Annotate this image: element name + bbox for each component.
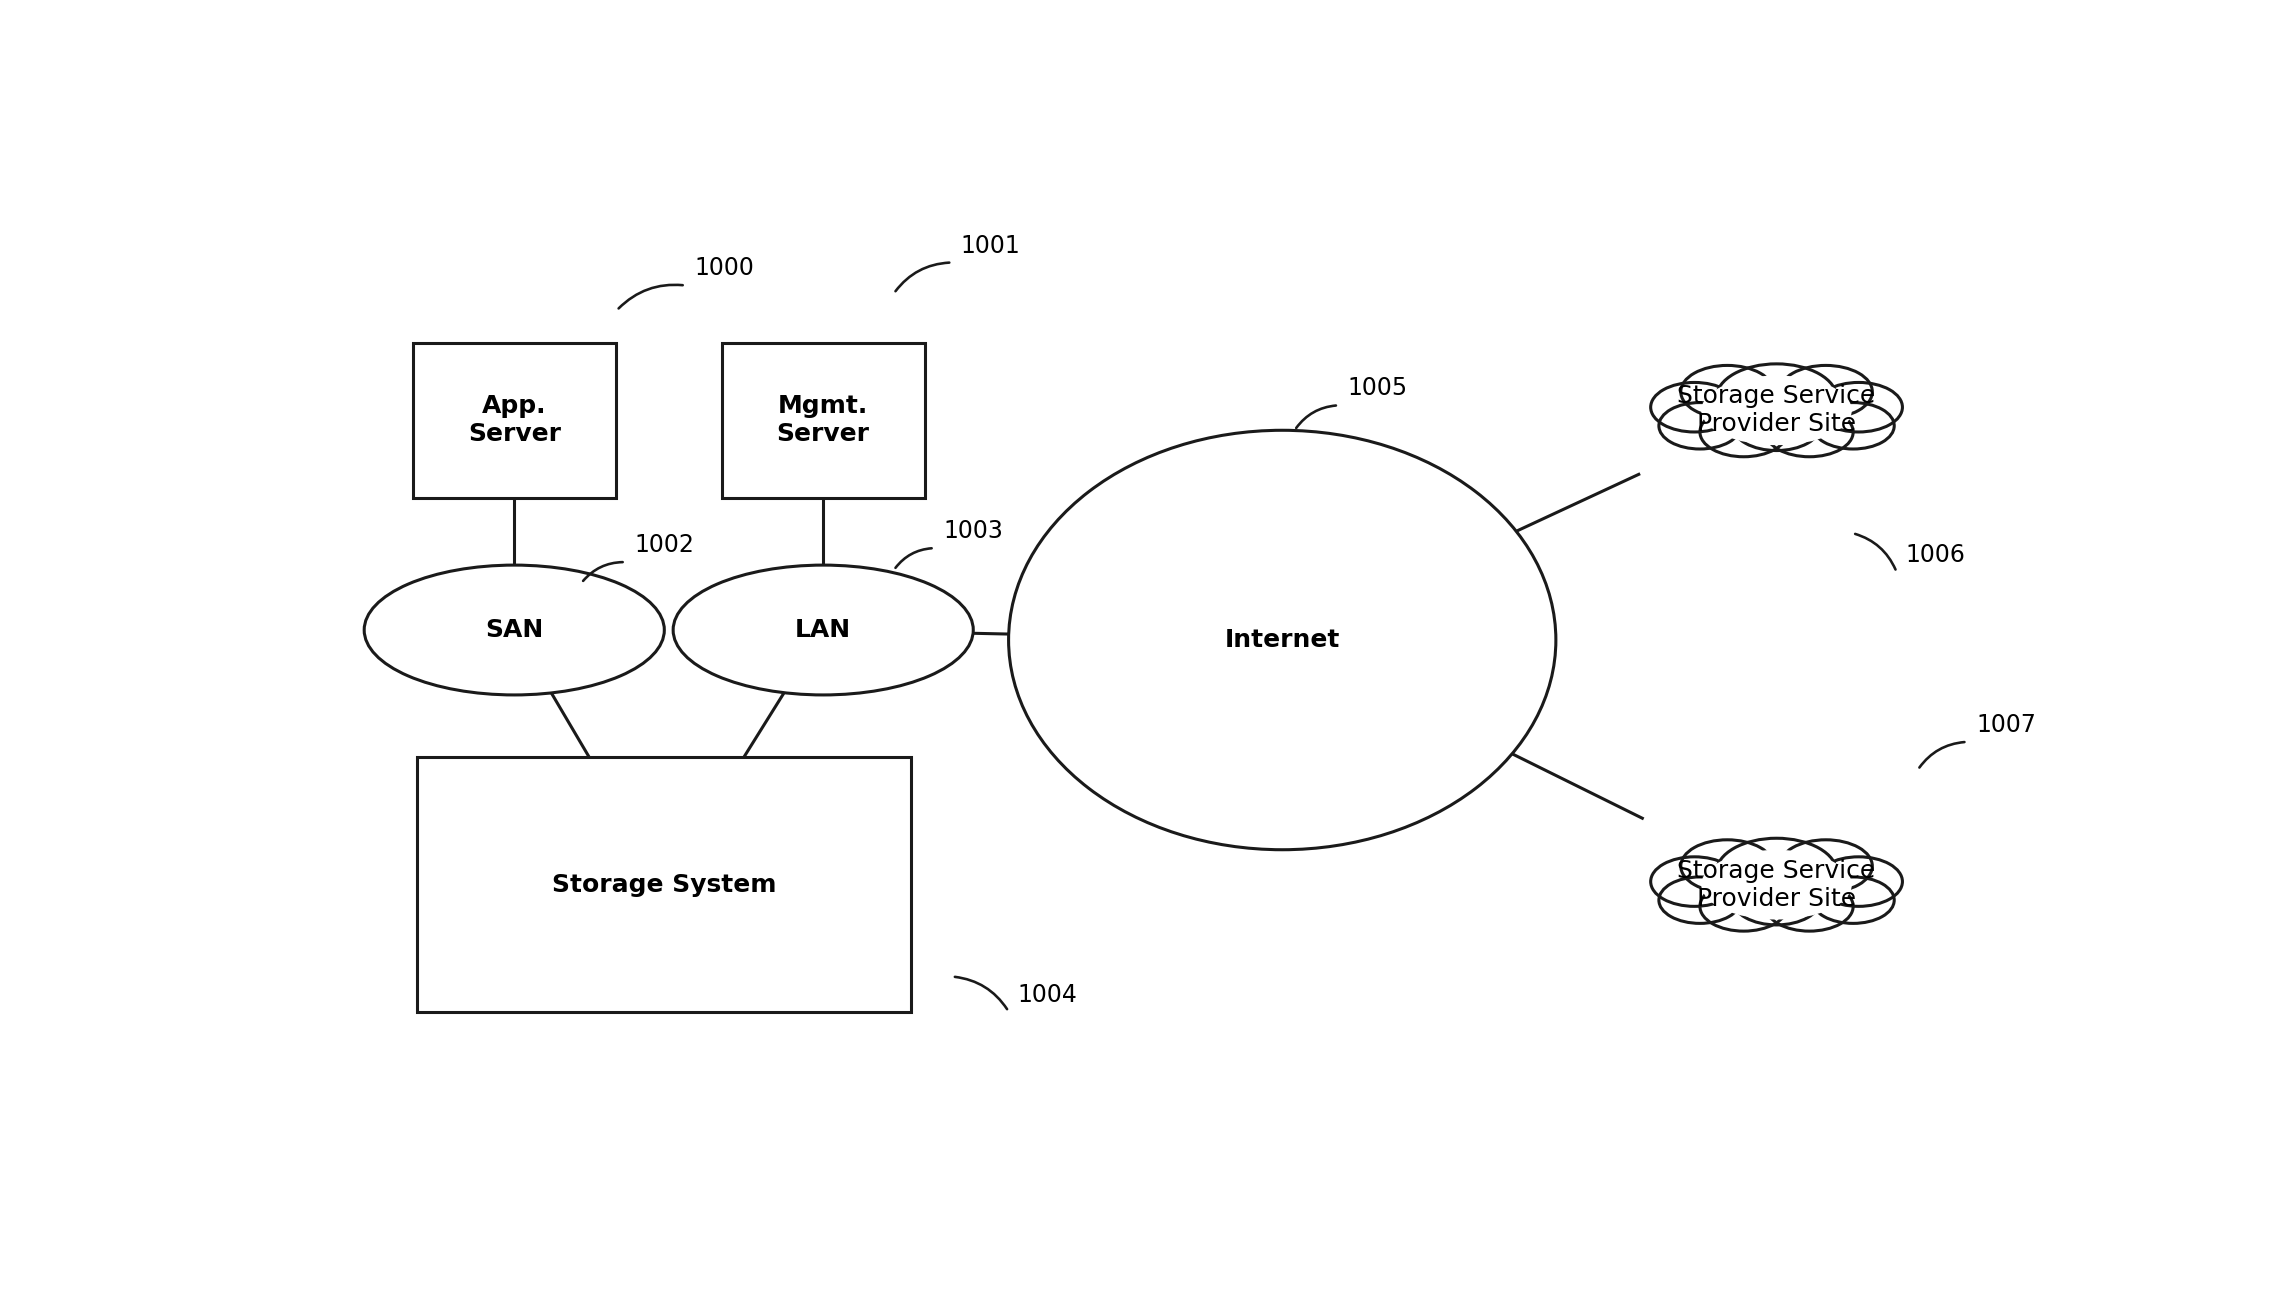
Text: 1005: 1005	[1349, 376, 1408, 401]
Text: Storage Service
Provider Site: Storage Service Provider Site	[1677, 859, 1875, 910]
Circle shape	[1658, 877, 1740, 923]
Ellipse shape	[364, 565, 665, 695]
Circle shape	[1816, 383, 1902, 432]
Ellipse shape	[1009, 431, 1556, 850]
Circle shape	[1699, 882, 1788, 931]
Text: 1002: 1002	[633, 533, 695, 558]
Circle shape	[1765, 407, 1854, 457]
Circle shape	[1734, 875, 1820, 925]
Circle shape	[1681, 839, 1775, 892]
Text: Mgmt.
Server: Mgmt. Server	[777, 394, 870, 446]
Ellipse shape	[1702, 850, 1852, 920]
Circle shape	[1734, 401, 1820, 450]
Text: Internet: Internet	[1226, 628, 1339, 652]
Circle shape	[1652, 857, 1738, 907]
Circle shape	[1779, 366, 1873, 418]
Circle shape	[1765, 882, 1854, 931]
Circle shape	[1699, 407, 1788, 457]
FancyBboxPatch shape	[417, 757, 911, 1012]
FancyBboxPatch shape	[722, 342, 925, 498]
Text: SAN: SAN	[485, 617, 544, 642]
Circle shape	[1715, 838, 1836, 907]
Text: App.
Server: App. Server	[467, 394, 560, 446]
Circle shape	[1715, 364, 1836, 432]
Circle shape	[1816, 857, 1902, 907]
FancyBboxPatch shape	[412, 342, 615, 498]
Text: 1003: 1003	[943, 519, 1002, 543]
Text: 1001: 1001	[961, 233, 1021, 258]
Circle shape	[1681, 366, 1775, 418]
Text: 1006: 1006	[1904, 543, 1966, 567]
Circle shape	[1658, 402, 1740, 449]
Circle shape	[1779, 839, 1873, 892]
Ellipse shape	[1702, 375, 1852, 445]
Circle shape	[1652, 383, 1738, 432]
Text: LAN: LAN	[795, 617, 852, 642]
Text: 1004: 1004	[1018, 983, 1077, 1006]
Circle shape	[1811, 877, 1895, 923]
Text: 1007: 1007	[1975, 713, 2037, 737]
Text: 1000: 1000	[695, 257, 754, 280]
Ellipse shape	[672, 565, 973, 695]
Text: Storage System: Storage System	[551, 873, 777, 896]
Text: Storage Service
Provider Site: Storage Service Provider Site	[1677, 384, 1875, 436]
Circle shape	[1811, 402, 1895, 449]
